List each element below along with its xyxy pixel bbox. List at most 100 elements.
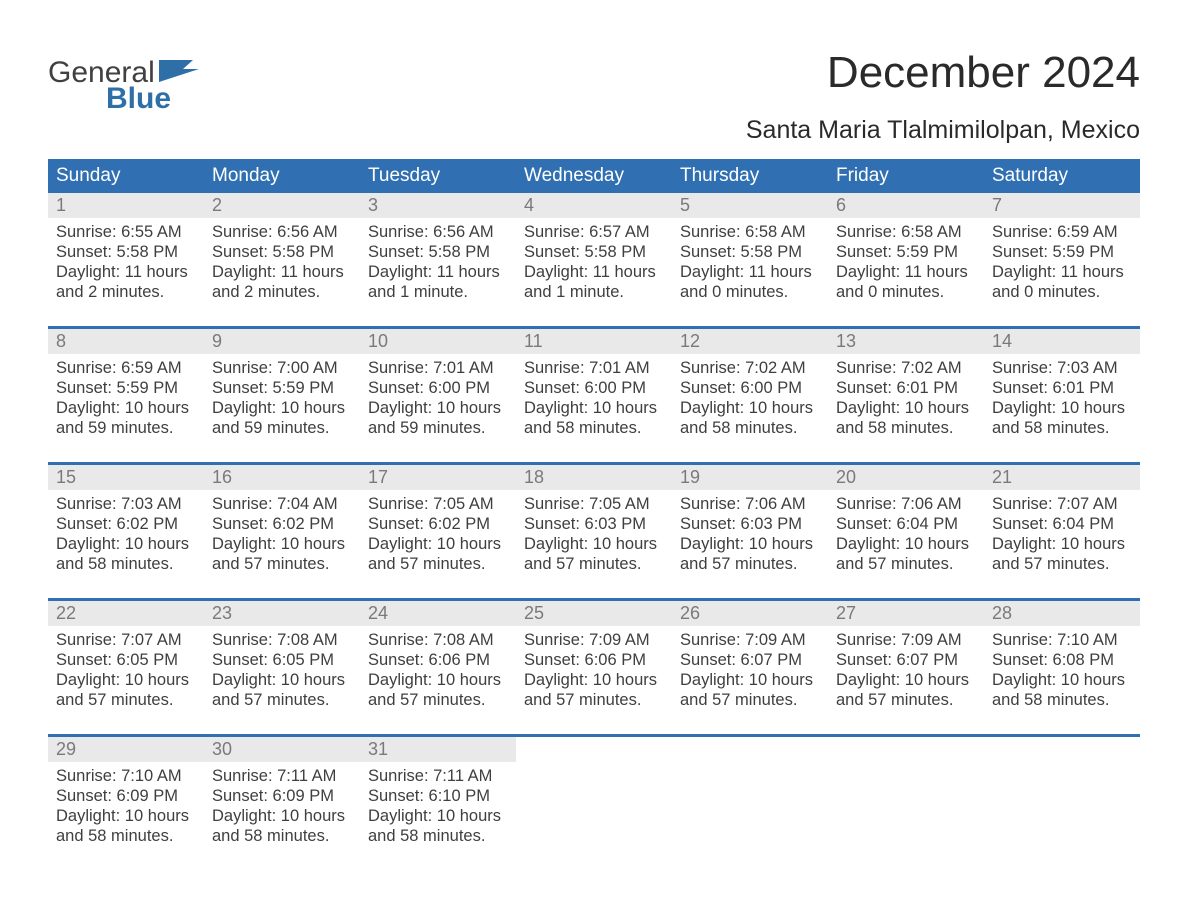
day-d1: Daylight: 10 hours xyxy=(524,534,664,554)
day-sunrise: Sunrise: 7:06 AM xyxy=(680,494,820,514)
day-sunrise: Sunrise: 6:55 AM xyxy=(56,222,196,242)
day-number: 14 xyxy=(984,329,1140,354)
day-d1: Daylight: 11 hours xyxy=(56,262,196,282)
day-sunset: Sunset: 5:58 PM xyxy=(680,242,820,262)
day-sunset: Sunset: 6:05 PM xyxy=(56,650,196,670)
day-cell: Sunrise: 7:02 AMSunset: 6:01 PMDaylight:… xyxy=(828,354,984,444)
day-number: 11 xyxy=(516,329,672,354)
day-d1: Daylight: 10 hours xyxy=(368,534,508,554)
day-d2: and 58 minutes. xyxy=(56,554,196,574)
day-sunset: Sunset: 5:58 PM xyxy=(56,242,196,262)
day-cell: Sunrise: 7:05 AMSunset: 6:03 PMDaylight:… xyxy=(516,490,672,580)
day-d1: Daylight: 10 hours xyxy=(212,806,352,826)
day-d2: and 57 minutes. xyxy=(524,554,664,574)
day-sunset: Sunset: 6:01 PM xyxy=(992,378,1132,398)
day-d1: Daylight: 10 hours xyxy=(524,398,664,418)
day-sunset: Sunset: 6:02 PM xyxy=(212,514,352,534)
day-d1: Daylight: 10 hours xyxy=(836,398,976,418)
day-sunrise: Sunrise: 7:02 AM xyxy=(680,358,820,378)
day-d2: and 57 minutes. xyxy=(368,690,508,710)
day-number-row: 891011121314 xyxy=(48,329,1140,354)
day-d2: and 57 minutes. xyxy=(836,554,976,574)
calendar-week: 22232425262728Sunrise: 7:07 AMSunset: 6:… xyxy=(48,598,1140,716)
day-number xyxy=(516,737,672,762)
day-sunset: Sunset: 5:58 PM xyxy=(368,242,508,262)
day-sunrise: Sunrise: 6:59 AM xyxy=(56,358,196,378)
day-d2: and 57 minutes. xyxy=(992,554,1132,574)
day-sunrise: Sunrise: 7:10 AM xyxy=(56,766,196,786)
day-d1: Daylight: 11 hours xyxy=(368,262,508,282)
day-number: 26 xyxy=(672,601,828,626)
day-cell: Sunrise: 7:03 AMSunset: 6:02 PMDaylight:… xyxy=(48,490,204,580)
day-d2: and 58 minutes. xyxy=(368,826,508,846)
day-cell: Sunrise: 7:01 AMSunset: 6:00 PMDaylight:… xyxy=(360,354,516,444)
day-cell xyxy=(984,762,1140,852)
day-number: 24 xyxy=(360,601,516,626)
day-cell: Sunrise: 7:04 AMSunset: 6:02 PMDaylight:… xyxy=(204,490,360,580)
day-number: 13 xyxy=(828,329,984,354)
weekday-label: Wednesday xyxy=(516,159,672,193)
day-sunrise: Sunrise: 7:02 AM xyxy=(836,358,976,378)
day-d2: and 57 minutes. xyxy=(680,554,820,574)
calendar-week: 15161718192021Sunrise: 7:03 AMSunset: 6:… xyxy=(48,462,1140,580)
day-cell xyxy=(672,762,828,852)
day-number: 2 xyxy=(204,193,360,218)
day-number-row: 293031 xyxy=(48,737,1140,762)
day-number: 25 xyxy=(516,601,672,626)
day-d1: Daylight: 10 hours xyxy=(56,534,196,554)
day-sunset: Sunset: 6:08 PM xyxy=(992,650,1132,670)
day-sunset: Sunset: 6:02 PM xyxy=(56,514,196,534)
day-cell: Sunrise: 6:57 AMSunset: 5:58 PMDaylight:… xyxy=(516,218,672,308)
day-sunrise: Sunrise: 7:01 AM xyxy=(368,358,508,378)
day-number: 6 xyxy=(828,193,984,218)
day-cell: Sunrise: 6:55 AMSunset: 5:58 PMDaylight:… xyxy=(48,218,204,308)
day-sunrise: Sunrise: 7:11 AM xyxy=(212,766,352,786)
day-d1: Daylight: 10 hours xyxy=(212,670,352,690)
day-sunrise: Sunrise: 7:11 AM xyxy=(368,766,508,786)
day-d1: Daylight: 10 hours xyxy=(368,806,508,826)
day-d1: Daylight: 10 hours xyxy=(212,398,352,418)
day-cell: Sunrise: 7:10 AMSunset: 6:09 PMDaylight:… xyxy=(48,762,204,852)
day-sunset: Sunset: 6:05 PM xyxy=(212,650,352,670)
weekday-label: Thursday xyxy=(672,159,828,193)
day-number: 19 xyxy=(672,465,828,490)
day-cell: Sunrise: 7:07 AMSunset: 6:04 PMDaylight:… xyxy=(984,490,1140,580)
day-sunset: Sunset: 6:00 PM xyxy=(524,378,664,398)
day-cell: Sunrise: 7:10 AMSunset: 6:08 PMDaylight:… xyxy=(984,626,1140,716)
day-sunrise: Sunrise: 7:03 AM xyxy=(56,494,196,514)
day-number: 17 xyxy=(360,465,516,490)
day-sunset: Sunset: 6:09 PM xyxy=(56,786,196,806)
day-d1: Daylight: 10 hours xyxy=(368,670,508,690)
day-number: 22 xyxy=(48,601,204,626)
day-d2: and 2 minutes. xyxy=(56,282,196,302)
day-d1: Daylight: 10 hours xyxy=(836,534,976,554)
day-cell: Sunrise: 7:07 AMSunset: 6:05 PMDaylight:… xyxy=(48,626,204,716)
day-sunset: Sunset: 6:10 PM xyxy=(368,786,508,806)
day-d1: Daylight: 10 hours xyxy=(680,398,820,418)
day-cell: Sunrise: 7:11 AMSunset: 6:09 PMDaylight:… xyxy=(204,762,360,852)
logo: General Blue xyxy=(48,58,205,114)
day-cell: Sunrise: 6:59 AMSunset: 5:59 PMDaylight:… xyxy=(48,354,204,444)
day-d2: and 57 minutes. xyxy=(212,554,352,574)
day-d2: and 58 minutes. xyxy=(524,418,664,438)
day-d1: Daylight: 11 hours xyxy=(680,262,820,282)
day-cell: Sunrise: 7:11 AMSunset: 6:10 PMDaylight:… xyxy=(360,762,516,852)
day-data-row: Sunrise: 6:59 AMSunset: 5:59 PMDaylight:… xyxy=(48,354,1140,444)
day-cell: Sunrise: 7:09 AMSunset: 6:07 PMDaylight:… xyxy=(672,626,828,716)
day-d2: and 58 minutes. xyxy=(992,690,1132,710)
day-number: 10 xyxy=(360,329,516,354)
day-number: 8 xyxy=(48,329,204,354)
day-sunrise: Sunrise: 6:56 AM xyxy=(368,222,508,242)
day-d2: and 58 minutes. xyxy=(992,418,1132,438)
weekday-label: Friday xyxy=(828,159,984,193)
day-number-row: 22232425262728 xyxy=(48,601,1140,626)
day-data-row: Sunrise: 7:10 AMSunset: 6:09 PM Daylight:… xyxy=(48,762,1140,852)
day-sunset: Sunset: 5:59 PM xyxy=(836,242,976,262)
day-d2: and 59 minutes. xyxy=(368,418,508,438)
day-d2: and 0 minutes. xyxy=(680,282,820,302)
day-number: 12 xyxy=(672,329,828,354)
day-number: 3 xyxy=(360,193,516,218)
day-d1: Daylight: 11 hours xyxy=(992,262,1132,282)
day-d2: and 57 minutes. xyxy=(680,690,820,710)
day-number: 5 xyxy=(672,193,828,218)
